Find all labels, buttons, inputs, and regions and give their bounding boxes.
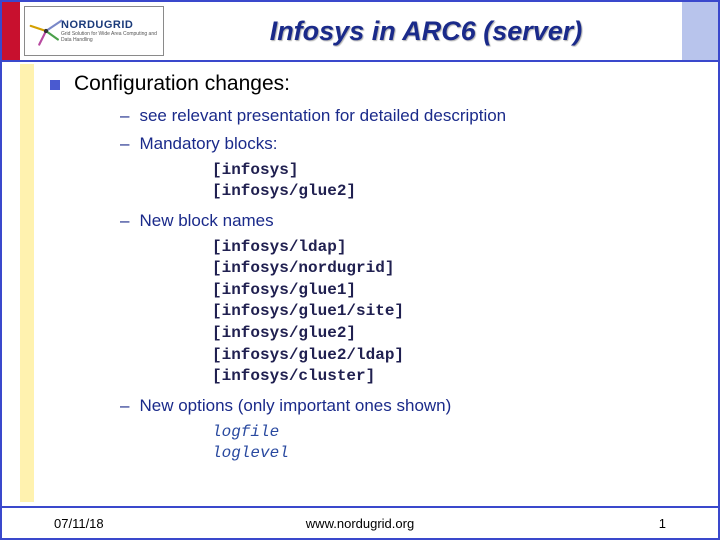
footer-page-number: 1	[659, 516, 666, 531]
code-block: [infosys][infosys/glue2]	[212, 160, 700, 203]
code-line: [infosys/glue2]	[212, 323, 700, 345]
sub-item-text: Mandatory blocks:	[139, 132, 277, 156]
dash-bullet-icon: –	[120, 209, 129, 233]
dash-bullet-icon: –	[120, 394, 129, 418]
code-line: [infosys/glue2/ldap]	[212, 345, 700, 367]
code-line: [infosys/glue1]	[212, 280, 700, 302]
footer: 07/11/18 www.nordugrid.org 1	[2, 506, 718, 538]
code-block: logfileloglevel	[212, 422, 700, 465]
code-line: [infosys/nordugrid]	[212, 258, 700, 280]
sub-list: –see relevant presentation for detailed …	[120, 104, 700, 465]
code-line: [infosys]	[212, 160, 700, 182]
sub-item-text: New options (only important ones shown)	[139, 394, 451, 418]
header: NORDUGRID Grid Solution for Wide Area Co…	[2, 2, 718, 62]
logo-tagline: Grid Solution for Wide Area Computing an…	[61, 32, 163, 43]
code-line: logfile	[212, 422, 700, 444]
dash-bullet-icon: –	[120, 132, 129, 156]
footer-date: 07/11/18	[54, 516, 104, 531]
square-bullet-icon	[50, 80, 60, 90]
code-line: [infosys/glue2]	[212, 181, 700, 203]
nordugrid-logo-icon	[29, 14, 63, 48]
logo-box: NORDUGRID Grid Solution for Wide Area Co…	[24, 6, 164, 56]
footer-url: www.nordugrid.org	[2, 516, 718, 531]
bullet-item: Configuration changes:	[50, 72, 700, 96]
code-block: [infosys/ldap][infosys/nordugrid][infosy…	[212, 237, 700, 388]
left-accent-stripe	[20, 64, 34, 502]
header-accent-blue	[682, 2, 718, 60]
slide-title: Infosys in ARC6 (server)	[270, 16, 583, 47]
logo-name: NORDUGRID	[61, 19, 163, 31]
title-area: Infosys in ARC6 (server)	[170, 2, 682, 60]
code-line: [infosys/cluster]	[212, 366, 700, 388]
dash-bullet-icon: –	[120, 104, 129, 128]
sub-item-text: see relevant presentation for detailed d…	[139, 104, 506, 128]
code-line: loglevel	[212, 443, 700, 465]
code-line: [infosys/ldap]	[212, 237, 700, 259]
sub-item: –see relevant presentation for detailed …	[120, 104, 700, 128]
sub-item: –New options (only important ones shown)	[120, 394, 700, 418]
slide-body: Configuration changes: –see relevant pre…	[50, 72, 700, 500]
bullet-text: Configuration changes:	[74, 72, 290, 96]
code-line: [infosys/glue1/site]	[212, 301, 700, 323]
header-accent-red	[2, 2, 20, 60]
sub-item-text: New block names	[139, 209, 273, 233]
sub-item: –Mandatory blocks:	[120, 132, 700, 156]
sub-item: –New block names	[120, 209, 700, 233]
